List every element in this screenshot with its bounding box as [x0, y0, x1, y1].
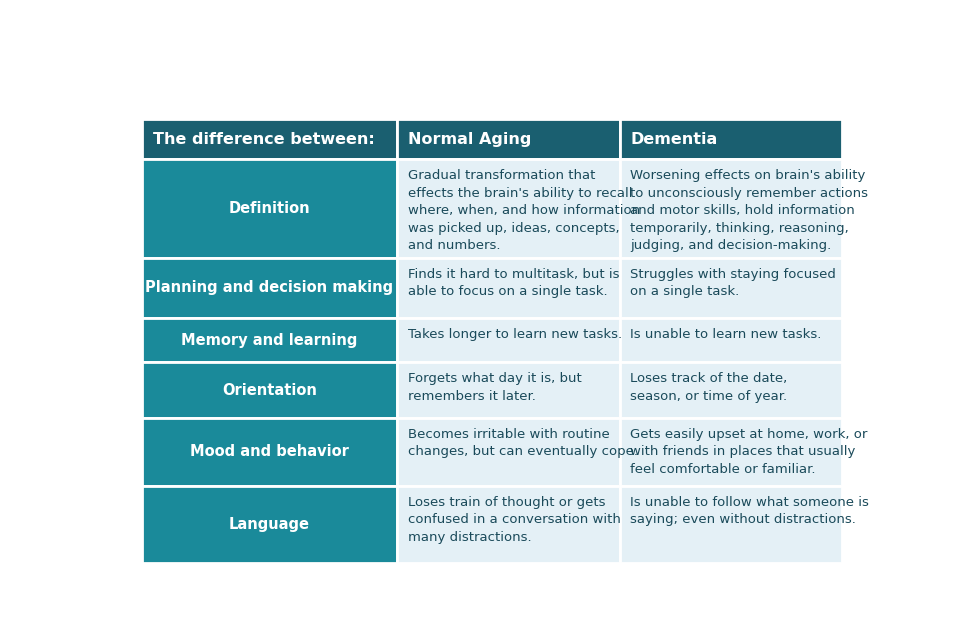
Bar	[142, 418, 397, 486]
Bar	[142, 258, 397, 318]
Bar	[397, 119, 619, 159]
Bar	[619, 258, 842, 318]
Bar	[142, 119, 397, 159]
Text: Loses train of thought or gets
confused in a conversation with
many distractions: Loses train of thought or gets confused …	[408, 495, 621, 544]
Bar	[619, 119, 842, 159]
Bar	[142, 486, 397, 563]
Text: The difference between:: The difference between:	[153, 132, 374, 147]
Bar	[397, 159, 619, 258]
Text: Forgets what day it is, but
remembers it later.: Forgets what day it is, but remembers it…	[408, 372, 582, 403]
Text: Memory and learning: Memory and learning	[181, 333, 358, 348]
Text: Gradual transformation that
effects the brain's ability to recall
where, when, a: Gradual transformation that effects the …	[408, 169, 640, 252]
Text: Loses track of the date,
season, or time of year.: Loses track of the date, season, or time…	[631, 372, 787, 403]
Bar	[397, 258, 619, 318]
Text: Struggles with staying focused
on a single task.: Struggles with staying focused on a sing…	[631, 268, 836, 298]
Text: Orientation: Orientation	[222, 383, 317, 397]
Bar	[619, 159, 842, 258]
Text: Mood and behavior: Mood and behavior	[190, 444, 349, 460]
Text: Becomes irritable with routine
changes, but can eventually cope.: Becomes irritable with routine changes, …	[408, 428, 638, 458]
Bar	[397, 418, 619, 486]
Text: Is unable to follow what someone is
saying; even without distractions.: Is unable to follow what someone is sayi…	[631, 495, 869, 526]
Text: Worsening effects on brain's ability
to unconsciously remember actions
and motor: Worsening effects on brain's ability to …	[631, 169, 869, 252]
Text: Language: Language	[229, 516, 310, 532]
Bar	[619, 486, 842, 563]
Bar	[142, 159, 397, 258]
Bar	[142, 362, 397, 418]
Text: Dementia: Dementia	[631, 132, 718, 147]
Bar	[619, 362, 842, 418]
Text: Takes longer to learn new tasks.: Takes longer to learn new tasks.	[408, 328, 622, 341]
Text: Finds it hard to multitask, but is
able to focus on a single task.: Finds it hard to multitask, but is able …	[408, 268, 620, 298]
Text: Gets easily upset at home, work, or
with friends in places that usually
feel com: Gets easily upset at home, work, or with…	[631, 428, 868, 476]
Bar	[397, 486, 619, 563]
Text: Normal Aging: Normal Aging	[408, 132, 532, 147]
Text: Planning and decision making: Planning and decision making	[146, 280, 394, 295]
Bar	[397, 362, 619, 418]
Text: Definition: Definition	[228, 201, 310, 216]
Bar	[142, 318, 397, 362]
Bar	[619, 418, 842, 486]
Bar	[397, 318, 619, 362]
Bar	[619, 318, 842, 362]
Text: Is unable to learn new tasks.: Is unable to learn new tasks.	[631, 328, 822, 341]
